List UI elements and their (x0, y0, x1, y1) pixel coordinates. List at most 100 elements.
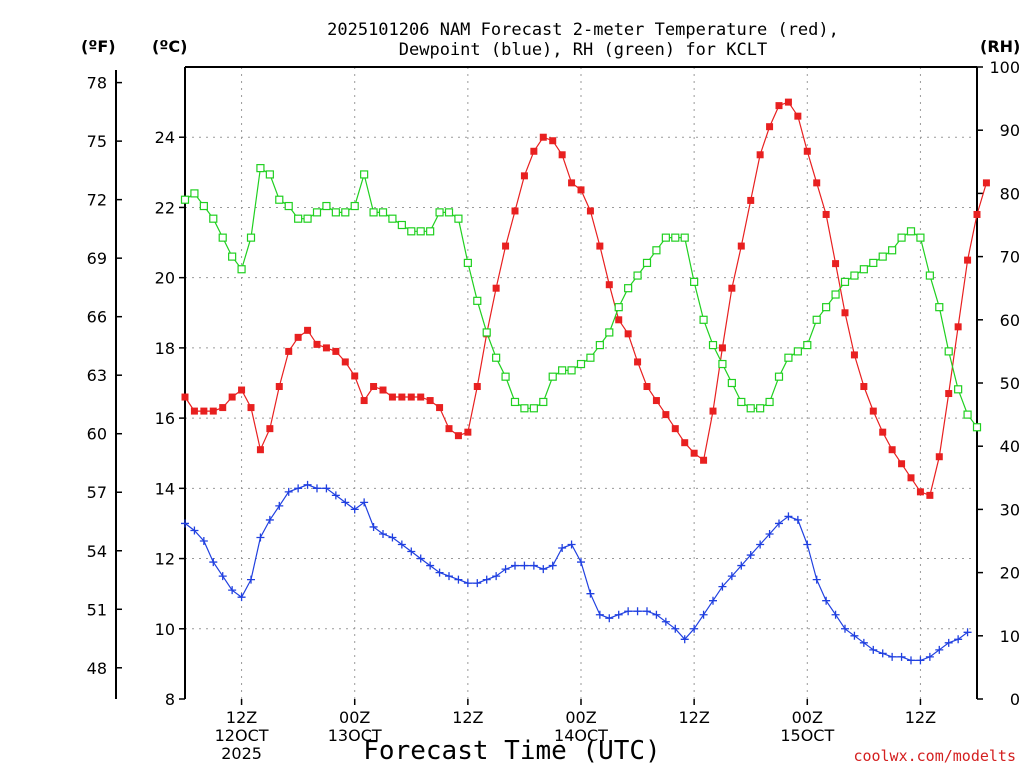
temperature-point (803, 147, 811, 155)
rh-point (331, 208, 340, 217)
temperature-point (360, 397, 368, 405)
dewpoint-point (737, 561, 746, 570)
temperature-point (426, 397, 434, 405)
temperature-point (784, 98, 792, 106)
dewpoint-point (888, 652, 897, 661)
x-tick-label: 12Z (678, 708, 709, 727)
dewpoint-point (482, 575, 491, 584)
x-tick-label: 12Z (452, 708, 483, 727)
rh-point (963, 410, 972, 419)
temperature-point (662, 411, 670, 419)
rh-point (784, 353, 793, 362)
series-layer (180, 98, 990, 665)
rh-point (765, 397, 774, 407)
rh-point (567, 366, 576, 375)
dewpoint-point (265, 515, 274, 524)
dewpoint-point (379, 529, 387, 538)
rh-unit-label: (RH) (980, 37, 1020, 56)
temperature-point (832, 260, 840, 268)
rh-point (935, 303, 944, 312)
celsius-tick-label: 20 (155, 269, 175, 288)
celsius-tick-label: 18 (155, 339, 175, 358)
rh-point (718, 359, 727, 369)
rh-point (954, 385, 963, 394)
rh-point (822, 303, 831, 312)
celsius-tick-label: 8 (165, 690, 175, 709)
temperature-point (794, 112, 802, 120)
dewpoint-point (661, 617, 670, 626)
temperature-point (813, 179, 821, 187)
rh-point (727, 378, 736, 388)
temperature-point (304, 326, 312, 334)
rh-point (435, 208, 444, 217)
temperature-point (181, 393, 189, 401)
temperature-point (502, 242, 510, 250)
temperature-point (530, 147, 538, 155)
temperature-point (417, 393, 425, 401)
rh-point (690, 277, 699, 286)
dewpoint-point (256, 533, 265, 542)
x-tick-label: 00Z (565, 708, 596, 727)
celsius-tick-label: 16 (155, 409, 175, 428)
dewpoint-point (199, 537, 208, 545)
temperature-point (539, 133, 547, 141)
rh-point (708, 340, 718, 350)
temperature-point (238, 386, 246, 394)
temperature-point (916, 488, 924, 496)
rh-point (671, 233, 680, 242)
temperature-point (256, 446, 264, 454)
fahrenheit-tick-label: 72 (87, 191, 107, 210)
temperature-point (879, 428, 887, 436)
x-tick-label: 00Z (339, 708, 370, 727)
dewpoint-point (925, 652, 934, 661)
dewpoint-point (944, 638, 953, 647)
x-axis-label: Forecast Time (UTC) (363, 736, 660, 766)
rh-point (312, 208, 322, 217)
rh-point (501, 372, 510, 381)
rh-point (265, 170, 274, 179)
temperature-point (388, 393, 396, 401)
fahrenheit-tick-label: 54 (87, 542, 107, 561)
rh-point (869, 258, 878, 268)
dewpoint-point (218, 572, 227, 581)
temperature-point (850, 351, 858, 359)
rh-point (190, 189, 199, 198)
dewpoint-point (237, 593, 246, 602)
temperature-point (511, 207, 519, 215)
rh-point (859, 265, 868, 274)
temperature-point (775, 102, 783, 110)
rh-point (322, 201, 331, 211)
rh-point (680, 233, 689, 242)
dewpoint-point (501, 565, 510, 574)
dewpoint-point (671, 624, 680, 633)
dewpoint-point (897, 652, 906, 661)
rh-point (529, 404, 538, 413)
temperature-point (718, 344, 726, 352)
rh-tick-label: 60 (1000, 311, 1020, 330)
dewpoint-point (793, 515, 802, 524)
dewpoint-point (397, 540, 406, 549)
fahrenheit-tick-label: 48 (87, 659, 107, 678)
temperature-point (605, 281, 613, 289)
axes (115, 66, 983, 705)
rh-point (803, 340, 812, 350)
chart-title-line-2: Dewpoint (blue), RH (green) for KCLT (399, 40, 767, 60)
dewpoint-point (416, 554, 425, 563)
rh-point (756, 404, 765, 413)
rh-point (972, 423, 982, 432)
fahrenheit-tick-label: 78 (87, 74, 107, 93)
dewpoint-point (727, 572, 736, 581)
dewpoint-point (624, 607, 633, 616)
rh-point (850, 271, 859, 280)
rh-point (180, 195, 190, 204)
chart-title-line-1: 2025101206 NAM Forecast 2-meter Temperat… (327, 20, 839, 40)
dewpoint-point (595, 610, 604, 619)
temperature-point (568, 179, 576, 187)
dewpoint-point (831, 610, 840, 619)
dewpoint-point (388, 533, 397, 542)
tick-labels: 8 10 12 14 16 18 20 22 24 48 51 54 57 60 63 66 69 72 75 78 0… (87, 58, 1020, 763)
dewpoint-point (529, 561, 538, 570)
x-tick-label: 00Z (792, 708, 823, 727)
rh-tick-label: 30 (1000, 500, 1020, 519)
rh-tick-label: 20 (1000, 564, 1020, 583)
